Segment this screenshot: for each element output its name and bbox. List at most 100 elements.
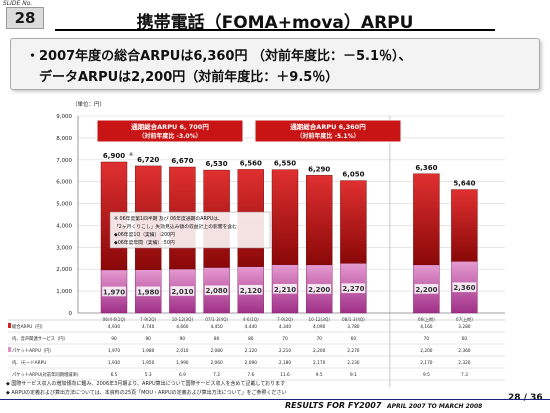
- table-cell: 70: [316, 336, 322, 342]
- packet-label-box: [341, 282, 366, 294]
- table-cell: 2,320: [458, 360, 471, 366]
- total-value-label: 6,360: [415, 164, 437, 172]
- table-cell: 5.3: [145, 372, 152, 378]
- packet-value-label: 2,080: [206, 287, 228, 295]
- x-tick-label: 4-6(1Q): [243, 317, 259, 322]
- page-number: 28 / 36: [508, 393, 543, 403]
- table-cell: 2,200: [313, 348, 326, 354]
- table-cell: 7.6: [247, 372, 254, 378]
- table-cell: 6.5: [111, 372, 118, 378]
- table-cell: 70: [282, 336, 288, 342]
- title-underline: [55, 29, 495, 31]
- footer-period: APRIL 2007 TO MARCH 2008: [386, 403, 483, 410]
- callout-title: 通期総合ARPU 6,360円: [290, 122, 366, 131]
- summary-box: ・2007年度の総合ARPUは6,360円 （対前年度比：－5.1％）、 データ…: [10, 38, 540, 90]
- footnote-international-service: ◆ 国際サービス収入の増加傾向に鑑み、2006年3月期より、ARPU算出について…: [6, 381, 286, 387]
- table-cell: 9.5: [316, 372, 323, 378]
- table-cell: 70: [424, 336, 430, 342]
- bar-voice: [413, 173, 440, 266]
- table-cell: 80: [214, 336, 220, 342]
- x-tick-label: 10-12(3Q): [308, 317, 330, 322]
- table-cell: 2,270: [347, 348, 360, 354]
- page-title: 携帯電話（FOMA+mova）ARPU: [136, 13, 414, 33]
- table-cell: 1,990: [176, 360, 189, 366]
- table-cell: 7.3: [461, 372, 468, 378]
- table-cell: 1,930: [108, 360, 121, 366]
- slide-number-badge: 28: [6, 7, 44, 29]
- bar-voice: [451, 189, 478, 262]
- footer-title: RESULTS FOR FY2007 APRIL 2007 TO MARCH 2…: [285, 401, 482, 410]
- table-row-legend: 内、iモードARPU: [12, 359, 46, 366]
- table-cell: 9.5: [423, 372, 430, 378]
- packet-label-box: [238, 284, 264, 295]
- y-tick-label: 2,000: [56, 267, 72, 273]
- note-box-line: ※ 06年度第1四半期 及び 06年度通期のARPUは、: [114, 215, 223, 222]
- table-cell: 90: [111, 336, 117, 342]
- table-cell: 2,230: [347, 360, 360, 366]
- x-tick-label: 08/1-3(4Q): [342, 317, 365, 322]
- packet-value-label: 2,270: [342, 285, 364, 293]
- table-cell: 1,970: [108, 348, 121, 354]
- table-cell: 4,450: [210, 324, 223, 330]
- bar-voice: [306, 175, 333, 266]
- packet-label-box: [452, 281, 477, 293]
- table-cell: 2,120: [245, 348, 258, 354]
- packet-label-box: [272, 283, 298, 295]
- note-box-line: ◆06年度年間（実績）:50円: [114, 239, 175, 246]
- y-tick-label: 3,000: [56, 245, 72, 251]
- table-cell: 4,740: [142, 324, 155, 330]
- table-cell: 7.2: [213, 372, 220, 378]
- summary-line-data-arpu: データARPUは2,200円（対前年度比：＋9.5％）: [39, 70, 339, 85]
- table-cell: 4,090: [313, 324, 326, 330]
- table-cell: 60: [462, 336, 468, 342]
- y-tick-label: 4,000: [56, 223, 72, 229]
- packet-value-label: 1,970: [103, 288, 125, 296]
- table-cell: 1,980: [142, 348, 155, 354]
- table-cell: 1,950: [142, 360, 155, 366]
- x-tick-label: 10-12(3Q): [172, 317, 194, 322]
- total-value-label: 6,900: [103, 152, 125, 160]
- footer-results-label: RESULTS FOR FY2007: [285, 401, 382, 410]
- callout-box: [254, 119, 402, 143]
- packet-label-box: [307, 283, 332, 295]
- table-cell: 90: [180, 336, 186, 342]
- table-cell: 2,060: [210, 360, 223, 366]
- table-cell: 2,210: [279, 348, 292, 354]
- table-cell: 3,780: [347, 324, 360, 330]
- packet-label-box: [170, 285, 195, 297]
- total-value-label: 6,670: [171, 157, 193, 165]
- table-cell: 2,090: [245, 360, 258, 366]
- table-cell: 90: [145, 336, 151, 342]
- table-cell: 2,360: [458, 348, 471, 354]
- callout-subtitle: （対前年度比 -3.0%）: [138, 132, 201, 140]
- summary-line-total-arpu: ・2007年度の総合ARPUは6,360円 （対前年度比：－5.1％）、: [26, 49, 412, 64]
- y-tick-label: 6,000: [56, 180, 72, 186]
- packet-value-label: 2,210: [274, 286, 296, 294]
- table-cell: 4,440: [245, 324, 258, 330]
- bar-voice: [340, 180, 367, 264]
- x-tick-label: 06/4-6(1Q): [103, 317, 126, 322]
- total-value-label: 6,550: [274, 160, 296, 168]
- callout-title: 通期総合ARPU 6, 700円: [131, 122, 209, 131]
- packet-value-label: 2,010: [171, 288, 193, 296]
- legend-swatch-voice: [8, 323, 11, 328]
- table-cell: 2,170: [313, 360, 326, 366]
- note-box: [109, 211, 271, 249]
- packet-label-box: [414, 283, 439, 295]
- y-tick-label: 5,000: [56, 202, 72, 208]
- packet-value-label: 2,200: [308, 286, 330, 294]
- x-tick-label: 06(上期): [418, 316, 435, 323]
- footnote-arpu-definition: ◆ ARPUの定義および算出方法については、本資料の25頁「MOU・ARPUの定…: [6, 390, 287, 396]
- packet-label-box: [135, 286, 161, 297]
- table-cell: 2,170: [420, 360, 433, 366]
- legend-swatch-packet: [8, 347, 11, 352]
- packet-value-label: 2,360: [453, 284, 475, 292]
- slide-number-label: SLIDE No.: [3, 0, 33, 7]
- total-value-label: 6,050: [342, 171, 364, 179]
- y-tick-label: 7,000: [56, 158, 72, 164]
- table-cell: 4,930: [108, 324, 121, 330]
- callout-subtitle: （対前年度比 -5.1%）: [296, 132, 359, 140]
- total-value-label: 6,290: [308, 165, 330, 173]
- table-cell: 2,080: [210, 348, 223, 354]
